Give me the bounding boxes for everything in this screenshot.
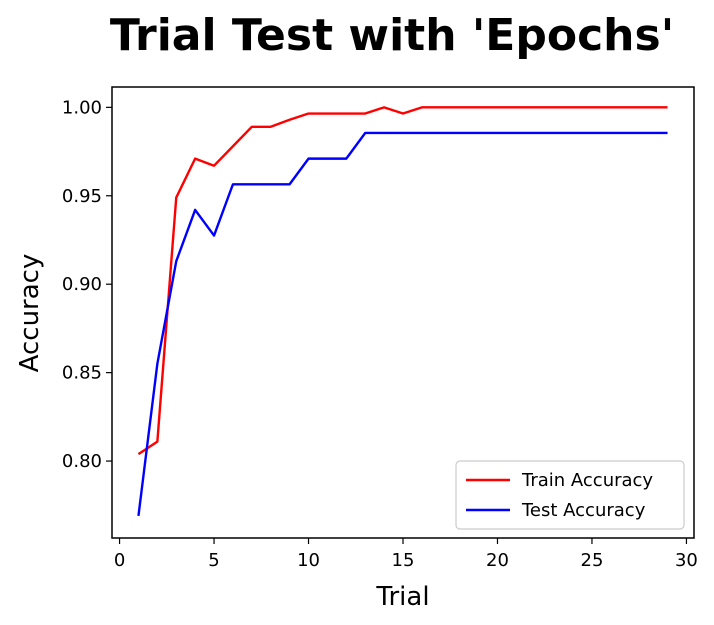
y-tick-label: 0.95	[62, 186, 102, 207]
x-tick-label: 30	[675, 550, 698, 571]
legend-label-test: Test Accuracy	[521, 500, 646, 521]
x-tick-label: 5	[208, 550, 219, 571]
series-layer	[137, 106, 668, 517]
x-tick-label: 0	[114, 550, 125, 571]
chart-title: Trial Test with 'Epochs'	[110, 10, 674, 61]
y-tick-label: 1.00	[62, 97, 102, 118]
y-axis-label: Accuracy	[15, 254, 45, 373]
y-tick-label: 0.85	[62, 363, 102, 384]
y-axis: 0.80 0.85 0.90 0.95 1.00	[62, 97, 112, 472]
legend: Train Accuracy Test Accuracy	[455, 460, 685, 530]
series-line-train-accuracy	[137, 106, 668, 456]
legend-frame	[455, 460, 685, 530]
x-axis: 0 5 10 15 20 25 30	[114, 538, 698, 571]
x-tick-label: 15	[392, 550, 415, 571]
series-line-test-accuracy	[137, 131, 668, 517]
x-tick-label: 10	[297, 550, 320, 571]
x-axis-label: Trial	[375, 582, 429, 612]
y-tick-label: 0.80	[62, 451, 102, 472]
legend-label-train: Train Accuracy	[521, 470, 653, 491]
x-tick-label: 20	[486, 550, 509, 571]
x-tick-label: 25	[581, 550, 604, 571]
y-tick-label: 0.90	[62, 274, 102, 295]
